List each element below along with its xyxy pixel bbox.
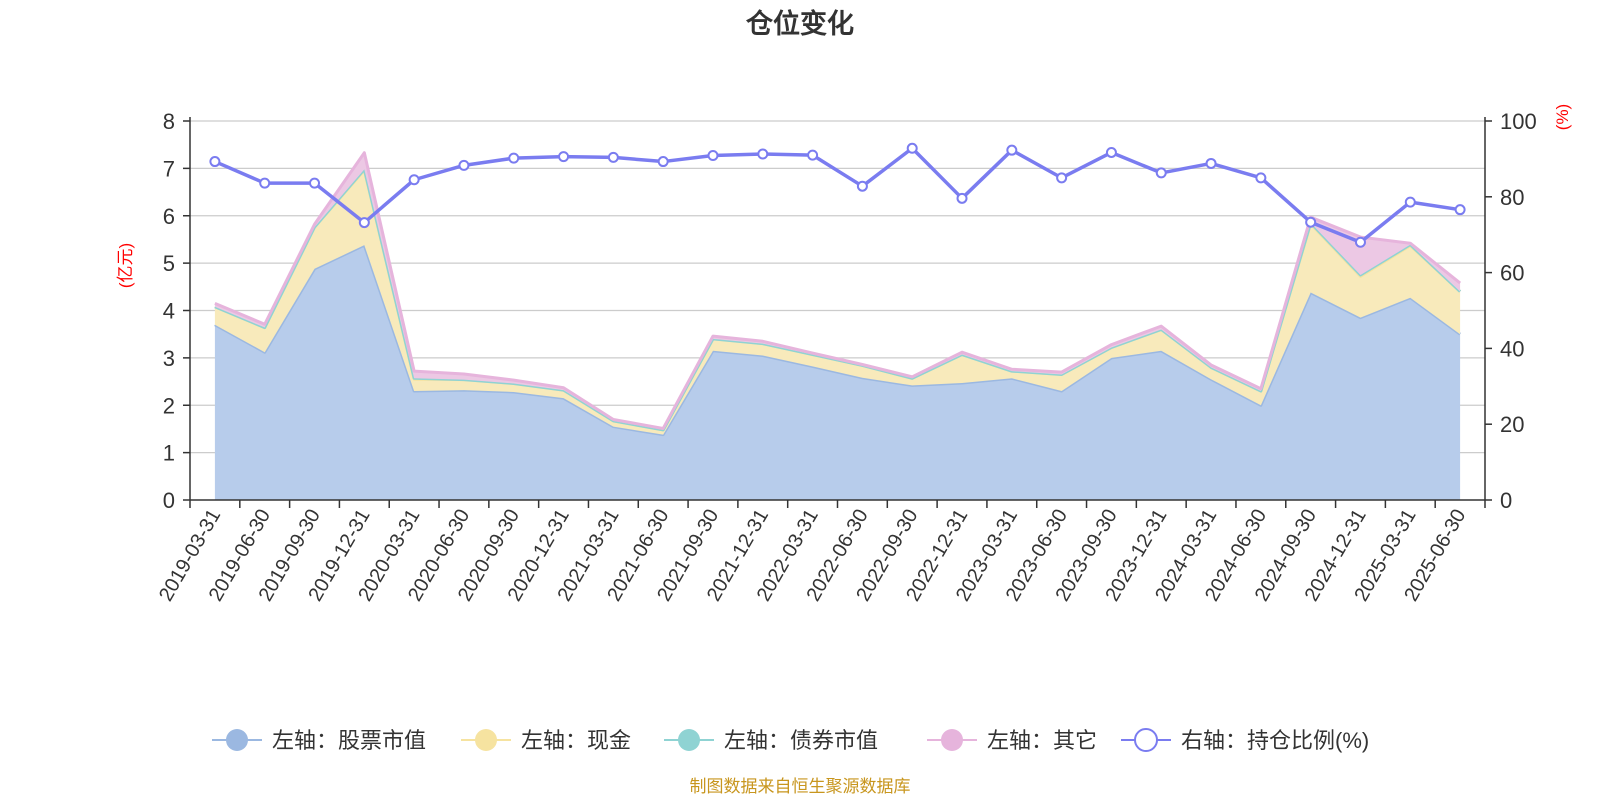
legend: 左轴：股票市值 左轴：现金 左轴：债券市值 左轴：其它 右轴：持仓比例(%) <box>212 728 1369 753</box>
legend-item[interactable]: 左轴：股票市值 <box>212 728 426 753</box>
legend-item[interactable]: 右轴：持仓比例(%) <box>1121 728 1369 753</box>
ratio-point <box>358 217 370 229</box>
ratio-point <box>1255 172 1267 184</box>
ratio-line <box>209 142 1466 248</box>
ratio-point <box>558 151 570 163</box>
ratio-point <box>508 152 520 164</box>
ratio-point <box>956 192 968 204</box>
left-tick-label: 2 <box>163 393 175 418</box>
ratio-point <box>807 149 819 161</box>
left-tick-label: 4 <box>163 299 175 324</box>
ratio-line-path <box>214 146 1461 245</box>
legend-marker-icon <box>1134 728 1158 752</box>
legend-item[interactable]: 左轴：现金 <box>461 728 631 753</box>
left-tick-label: 1 <box>163 441 175 466</box>
ratio-point <box>1354 236 1366 248</box>
ratio-point <box>1305 216 1317 228</box>
legend-marker-icon <box>678 729 700 751</box>
area-edge-4 <box>214 151 1462 430</box>
ratio-point <box>707 149 719 161</box>
legend-label: 左轴：现金 <box>521 728 631 753</box>
left-tick-label: 5 <box>163 251 175 276</box>
left-axis-unit: (亿元) <box>116 243 135 288</box>
legend-marker-icon <box>941 729 963 751</box>
ratio-point <box>1454 204 1466 216</box>
right-axis-unit: (%) <box>1553 104 1572 130</box>
legend-item[interactable]: 左轴：其它 <box>927 728 1097 753</box>
legend-marker-icon <box>226 729 248 751</box>
left-tick-label: 8 <box>163 109 175 134</box>
legend-label: 右轴：持仓比例(%) <box>1181 728 1369 753</box>
left-tick-label: 3 <box>163 346 175 371</box>
ratio-point <box>408 174 420 186</box>
left-tick-label: 6 <box>163 204 175 229</box>
legend-item[interactable]: 左轴：债券市值 <box>664 728 878 753</box>
ratio-point <box>607 151 619 163</box>
stacked-areas <box>214 151 1462 500</box>
right-tick-label: 60 <box>1500 261 1524 286</box>
ratio-point <box>309 177 321 189</box>
right-tick-label: 20 <box>1500 412 1524 437</box>
ratio-point <box>1056 172 1068 184</box>
ratio-point <box>1205 157 1217 169</box>
right-tick-label: 80 <box>1500 185 1524 210</box>
ratio-point <box>259 177 271 189</box>
legend-label: 左轴：债券市值 <box>724 728 878 753</box>
ratio-point <box>856 180 868 192</box>
chart-title: 仓位变化 <box>745 8 854 39</box>
right-tick-label: 40 <box>1500 336 1524 361</box>
ratio-point <box>1155 167 1167 179</box>
ratio-point <box>458 159 470 171</box>
ratio-point <box>906 142 918 154</box>
left-tick-label: 7 <box>163 156 175 181</box>
ratio-point <box>1105 146 1117 158</box>
right-tick-label: 100 <box>1500 109 1537 134</box>
legend-label: 左轴：股票市值 <box>272 728 426 753</box>
legend-marker-icon <box>475 729 497 751</box>
left-tick-label: 0 <box>163 488 175 513</box>
legend-label: 左轴：其它 <box>987 728 1097 753</box>
ratio-point <box>657 156 669 168</box>
ratio-point <box>1404 196 1416 208</box>
ratio-point <box>757 148 769 160</box>
source-note: 制图数据来自恒生聚源数据库 <box>690 777 911 796</box>
ratio-point <box>1006 144 1018 156</box>
ratio-point <box>209 156 221 168</box>
right-tick-label: 0 <box>1500 488 1512 513</box>
